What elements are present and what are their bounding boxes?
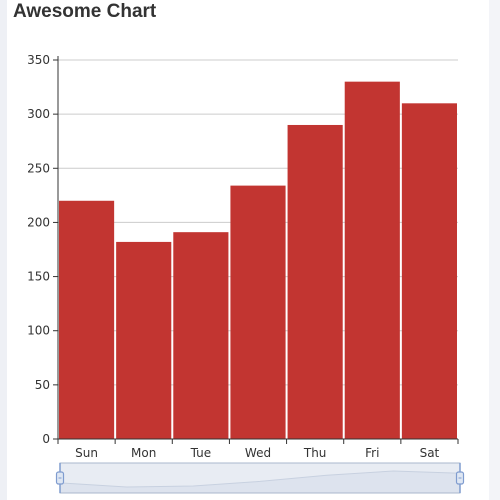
left-edge-strip — [0, 0, 7, 500]
bar-thu[interactable] — [287, 124, 343, 439]
bar-mon[interactable] — [116, 241, 172, 439]
x-tick-label: Mon — [131, 446, 156, 460]
y-tick-label: 250 — [27, 161, 50, 175]
bar-wed[interactable] — [230, 185, 286, 439]
right-edge-strip — [489, 0, 500, 500]
bars-layer — [59, 81, 457, 440]
zoom-handle-right[interactable] — [455, 463, 465, 493]
bar-tue[interactable] — [173, 232, 229, 439]
x-tick-label: Thu — [303, 446, 327, 460]
y-tick-label: 350 — [27, 53, 50, 67]
x-tick-label: Tue — [190, 446, 212, 460]
y-tick-label: 300 — [27, 107, 50, 121]
y-tick-label: 200 — [27, 215, 50, 229]
y-tick-label: 50 — [35, 378, 50, 392]
y-tick-label: 100 — [27, 324, 50, 338]
zoom-handle-left[interactable] — [55, 463, 65, 493]
x-tick-label: Wed — [245, 446, 271, 460]
bar-sun[interactable] — [59, 200, 115, 439]
x-tick-label: Fri — [365, 446, 379, 460]
bar-fri[interactable] — [344, 81, 400, 440]
x-axis-labels: Sun Mon Tue Wed Thu Fri Sat — [75, 446, 439, 460]
zoom-selection[interactable] — [59, 462, 461, 494]
x-tick-label: Sat — [420, 446, 440, 460]
y-tick-label: 150 — [27, 270, 50, 284]
y-tick-label: 0 — [42, 432, 50, 446]
chart-title: Awesome Chart — [13, 1, 157, 22]
x-tick-label: Sun — [75, 446, 98, 460]
axis-layer — [53, 56, 459, 444]
bar-sat[interactable] — [401, 103, 457, 440]
data-zoom-slider[interactable] — [55, 462, 465, 494]
y-axis-labels: 0 50 100 150 200 250 300 350 — [27, 53, 50, 446]
